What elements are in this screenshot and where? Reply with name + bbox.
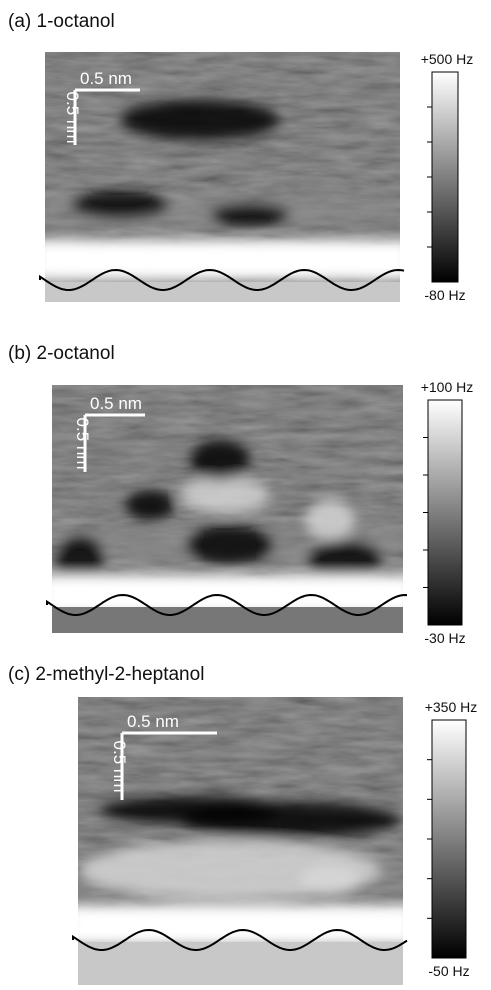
colorbar-min: -30 Hz bbox=[424, 630, 465, 646]
panel-title: (c) 2-methyl-2-heptanol bbox=[8, 664, 204, 685]
afm-image bbox=[52, 385, 403, 633]
colorbar bbox=[427, 399, 463, 626]
bright-spot bbox=[300, 865, 360, 895]
dark-spot bbox=[210, 203, 290, 227]
scale-bar-h-label: 0.5 nm bbox=[127, 712, 179, 731]
dark-spot bbox=[120, 100, 280, 140]
scale-bar-h-label: 0.5 nm bbox=[80, 69, 132, 88]
panel-title: (a) 1-octanol bbox=[8, 11, 115, 32]
dark-spot bbox=[70, 191, 170, 219]
colorbar-max: +100 Hz bbox=[421, 379, 474, 395]
bright-spot bbox=[180, 477, 270, 513]
bright-spot bbox=[305, 500, 355, 540]
dark-spot bbox=[55, 535, 105, 585]
panel: (a) 1-octanol 0.5 nm 0.5 nm +500 Hz -80 Hz bbox=[8, 11, 474, 303]
dark-spot bbox=[307, 540, 383, 580]
surface-line bbox=[72, 928, 408, 951]
colorbar-min: -50 Hz bbox=[428, 963, 469, 979]
panel-title: (b) 2-octanol bbox=[8, 343, 115, 364]
colorbar-max: +350 Hz bbox=[425, 699, 478, 715]
scale-bar-v-label: 0.5 nm bbox=[73, 418, 92, 470]
dark-spot bbox=[190, 440, 250, 480]
dark-spot bbox=[185, 525, 275, 565]
dark-spot bbox=[125, 490, 175, 520]
dark-spot bbox=[100, 796, 280, 824]
scale-bar-v-label: 0.5 nm bbox=[63, 92, 82, 144]
afm-image bbox=[45, 52, 400, 302]
panel: (b) 2-octanol 0.5 nm 0.5 nm +100 Hz -30 Hz bbox=[8, 343, 473, 646]
colorbar-max: +500 Hz bbox=[421, 51, 474, 67]
afm-image bbox=[78, 697, 403, 985]
colorbar bbox=[431, 719, 467, 959]
surface-line bbox=[39, 268, 405, 291]
image-features bbox=[52, 440, 403, 615]
white-band bbox=[78, 905, 403, 945]
surface bbox=[78, 942, 403, 985]
colorbar-min: -80 Hz bbox=[424, 287, 465, 303]
surface bbox=[52, 607, 403, 633]
colorbar bbox=[431, 71, 459, 283]
surface-line bbox=[46, 593, 408, 616]
panel: (c) 2-methyl-2-heptanol 0.5 nm 0.5 nm +350 … bbox=[8, 664, 478, 985]
scale-bar-v-label: 0.5 nm bbox=[110, 741, 129, 793]
scale-bar-h-label: 0.5 nm bbox=[90, 394, 142, 413]
surface bbox=[45, 282, 400, 302]
image-features bbox=[78, 796, 403, 945]
